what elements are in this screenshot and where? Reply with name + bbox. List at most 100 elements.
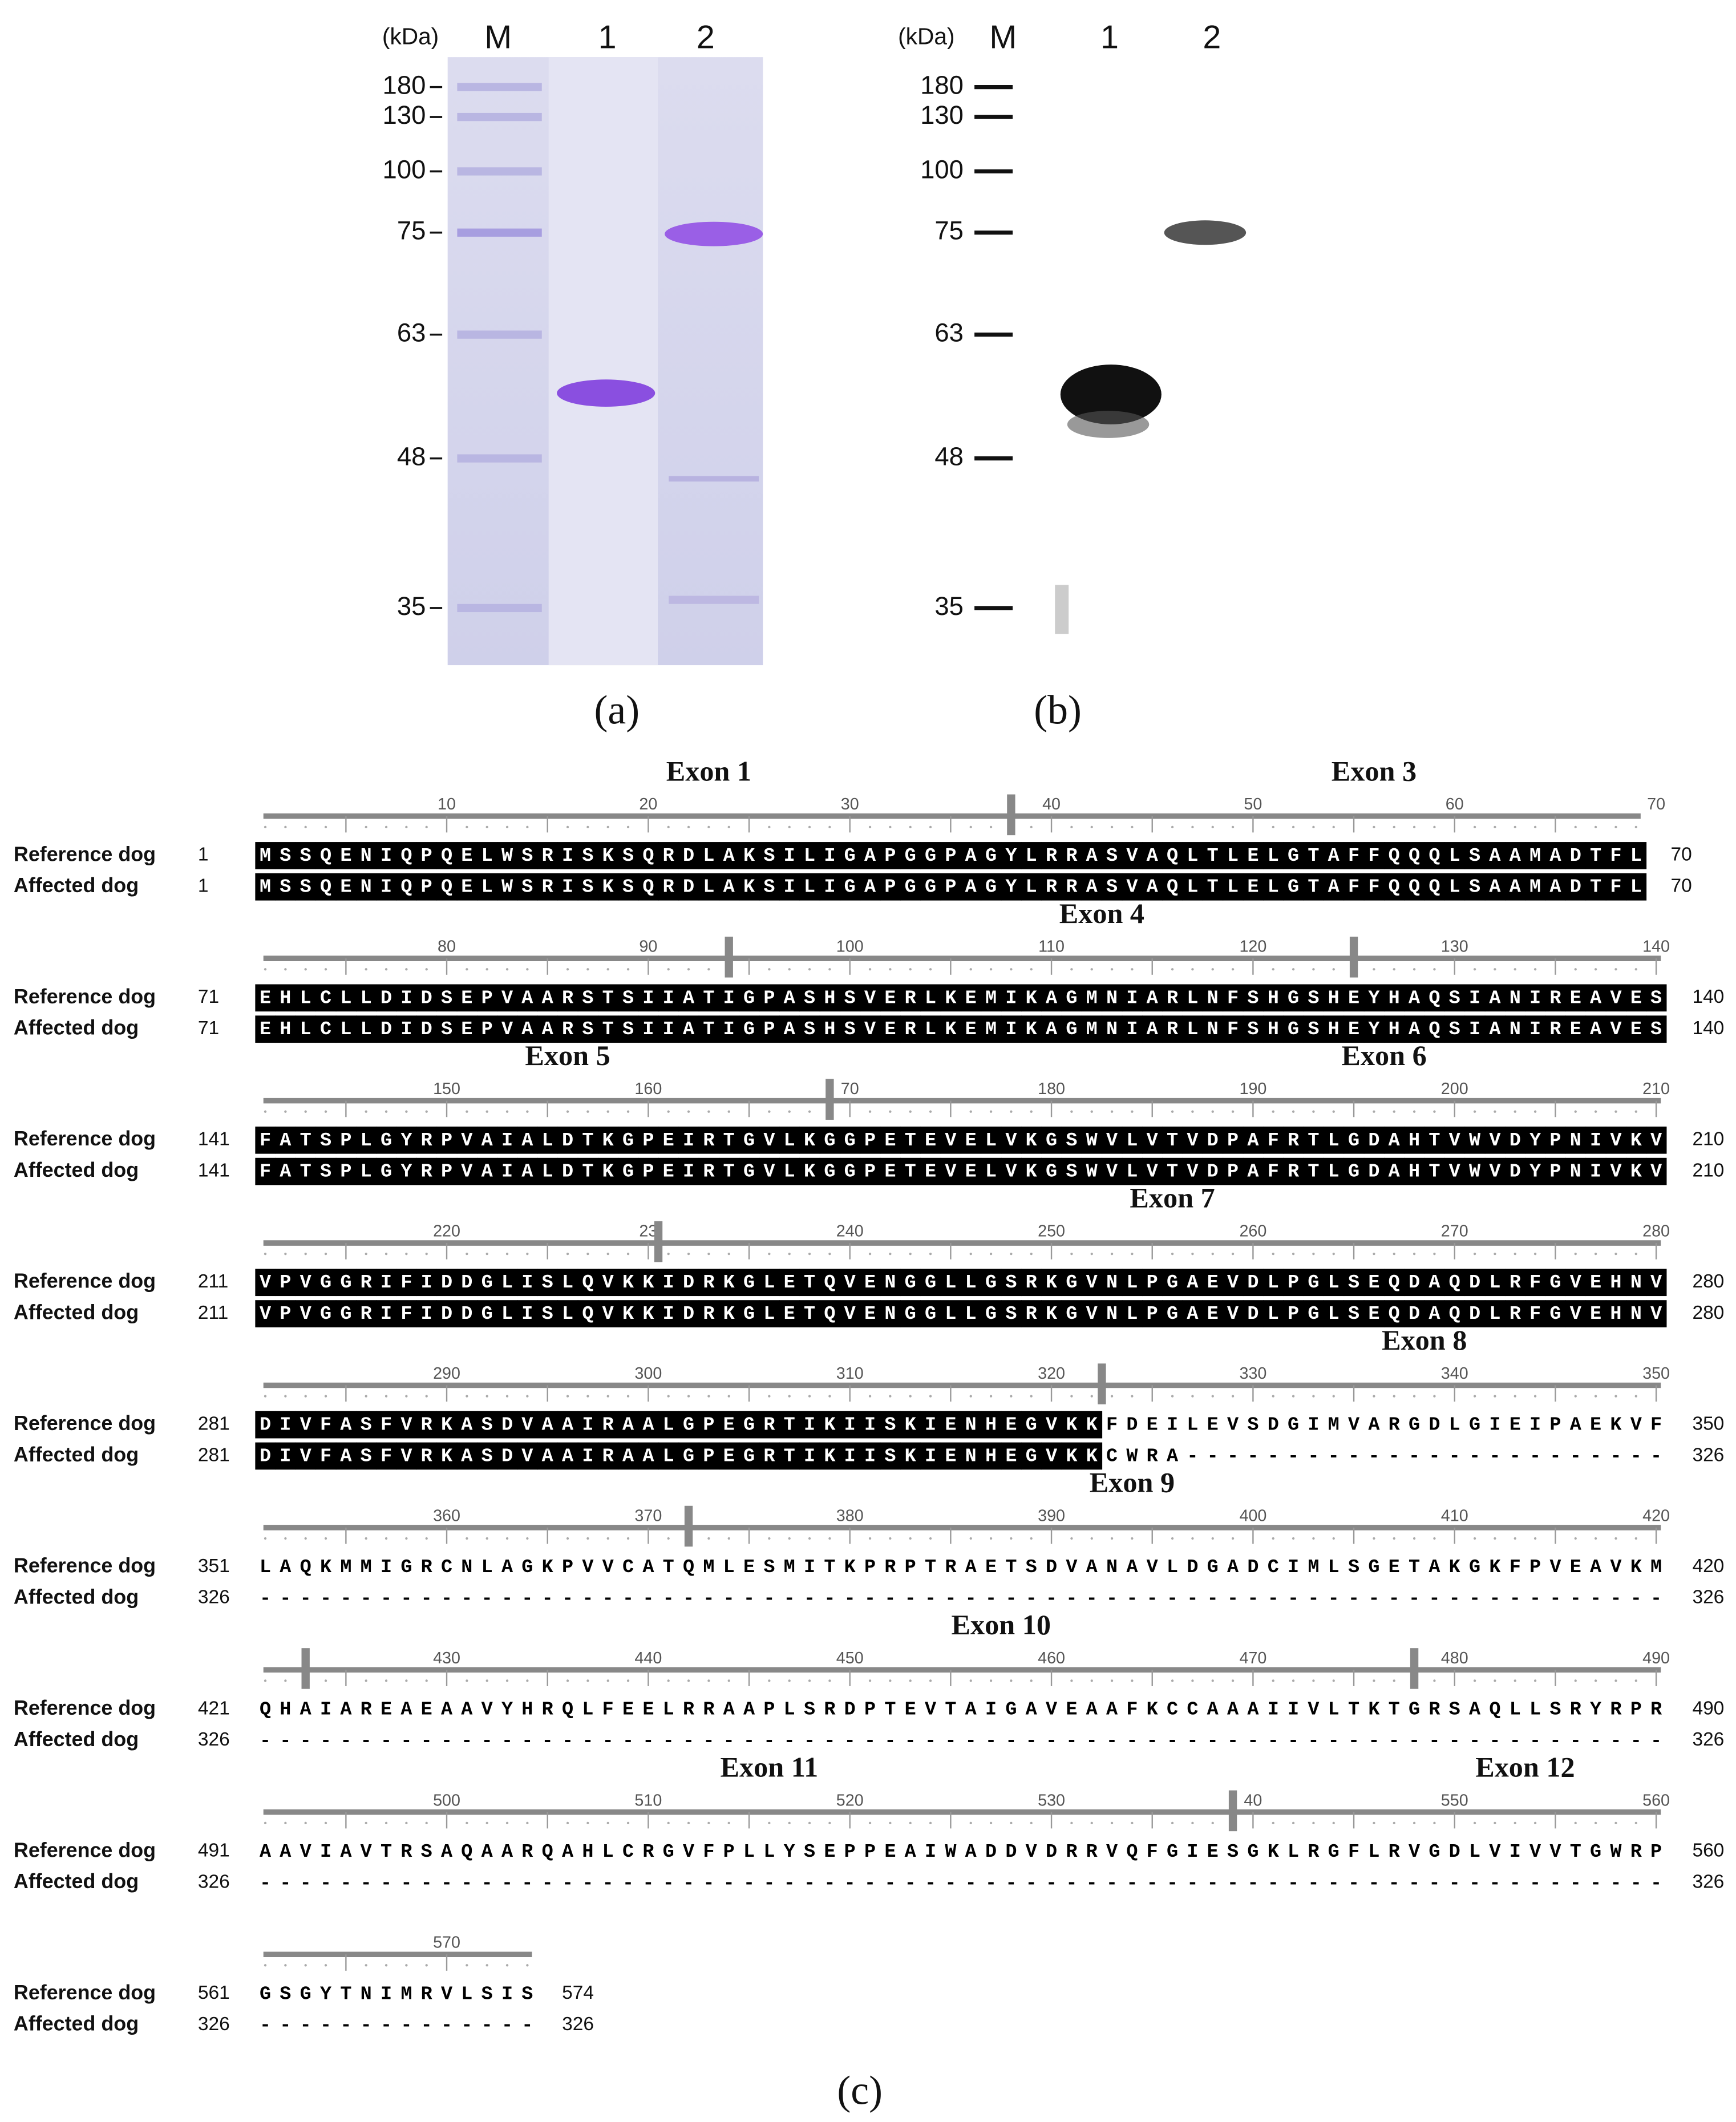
ruler-dot (1292, 1395, 1295, 1398)
ruler-dot (1594, 1110, 1597, 1113)
identity-shade (779, 1411, 800, 1439)
ruler-dot (405, 1679, 408, 1682)
ruler-label: 130 (1441, 938, 1468, 956)
ruler-label: 320 (1038, 1364, 1065, 1383)
identity-shade (1061, 842, 1082, 869)
end-number: 326 (1692, 1872, 1724, 1893)
identity-shade (416, 1411, 438, 1439)
identity-shade (335, 1442, 357, 1470)
identity-shade (759, 1157, 780, 1185)
sequence-name: Affected dog (14, 1017, 139, 1039)
ruler-dot (566, 968, 569, 971)
identity-shade (396, 1157, 417, 1185)
identity-shade (840, 1411, 861, 1439)
exon-label: Exon 12 (1475, 1751, 1575, 1783)
identity-shade (698, 1157, 719, 1185)
ruler-dot (687, 1395, 690, 1398)
identity-shade (1464, 984, 1486, 1012)
marker-label: 48 (934, 442, 964, 471)
ruler-dot (586, 1110, 589, 1113)
identity-shade (1424, 1015, 1445, 1043)
ruler-dot (687, 825, 690, 828)
ruler-dot (1473, 1395, 1476, 1398)
identity-shade (799, 1300, 820, 1327)
ruler-dot (606, 1537, 609, 1540)
ruler-dot (1574, 1252, 1577, 1256)
ruler-dot (1131, 968, 1134, 971)
ruler-dot (284, 1110, 287, 1113)
identity-shade (840, 1126, 861, 1154)
ruler-dot (868, 968, 872, 971)
ruler-dot (1332, 1537, 1335, 1540)
ruler-dot (909, 1679, 912, 1682)
identity-shade (1464, 1126, 1486, 1154)
ruler-label: 10 (438, 795, 456, 813)
ruler-dot (324, 1395, 327, 1398)
ruler-dot (626, 1679, 630, 1682)
ruler-dot (1393, 1252, 1395, 1256)
sequence: ----------------------------------------… (260, 1873, 1662, 1894)
identity-shade (1424, 873, 1445, 901)
identity-shade (719, 1269, 740, 1297)
lane-label: 2 (1203, 19, 1221, 55)
identity-shade (477, 1300, 498, 1327)
identity-shade (860, 1015, 881, 1043)
identity-shade (497, 842, 518, 869)
ruler-dot (385, 1395, 388, 1398)
ruler-dot (264, 968, 267, 971)
sequence-name: Affected dog (14, 1870, 139, 1893)
identity-shade (1444, 1015, 1466, 1043)
identity-shade (1344, 1015, 1365, 1043)
identity-shade (1102, 1269, 1123, 1297)
identity-shade (335, 1015, 357, 1043)
ruler-dot (1171, 1679, 1174, 1682)
ruler-dot (324, 825, 327, 828)
identity-shade (1082, 873, 1103, 901)
identity-shade (1162, 1126, 1183, 1154)
ruler-label: 40 (1244, 1791, 1262, 1809)
ruler-dot (485, 1395, 488, 1398)
exon-label: Exon 10 (952, 1609, 1051, 1641)
identity-shade (1082, 1300, 1103, 1327)
identity-shade (1082, 1411, 1103, 1439)
identity-shade (799, 1126, 820, 1154)
identity-shade (1505, 984, 1526, 1012)
exon-boundary (1228, 1790, 1237, 1832)
ruler-dot (284, 1395, 287, 1398)
ruler-dot (768, 1821, 771, 1825)
identity-shade (678, 1157, 699, 1185)
identity-shade (940, 873, 961, 901)
identity-shade (638, 842, 659, 869)
ruler-dot (1473, 1679, 1476, 1682)
ruler-dot (606, 1110, 609, 1113)
identity-shade (1444, 873, 1466, 901)
identity-shade (1223, 1126, 1244, 1154)
identity-shade (1001, 1269, 1022, 1297)
ruler-dot (1312, 1821, 1315, 1825)
exon-label: Exon 8 (1382, 1324, 1467, 1356)
identity-shade (940, 1411, 961, 1439)
ruler-dot (929, 825, 932, 828)
identity-shade (416, 1300, 438, 1327)
ruler-dot (1332, 1395, 1335, 1398)
ruler-dot (1272, 1252, 1274, 1256)
ruler-dot (1090, 968, 1093, 971)
ruler-label: 360 (433, 1507, 460, 1525)
sequence: ----------------------------------------… (260, 1730, 1662, 1752)
identity-shade (900, 873, 921, 901)
end-number: 210 (1692, 1129, 1724, 1150)
identity-shade (537, 873, 559, 901)
identity-shade (497, 873, 518, 901)
identity-shade (1324, 1015, 1345, 1043)
ruler-label: 80 (438, 938, 456, 956)
identity-shade (1444, 842, 1466, 869)
ruler-dot (606, 1252, 609, 1256)
identity-shade (860, 842, 881, 869)
ruler-label: 410 (1441, 1507, 1468, 1525)
identity-shade (1162, 873, 1183, 901)
ruler-label: 290 (433, 1364, 460, 1383)
identity-shade (557, 984, 578, 1012)
identity-shade (880, 873, 901, 901)
